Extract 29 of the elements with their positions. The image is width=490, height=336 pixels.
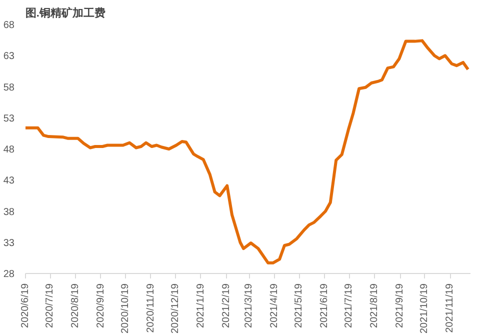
y-tick-label: 48 <box>3 144 15 156</box>
x-tick-label: 2020/9/19 <box>95 283 106 328</box>
y-tick-label: 43 <box>3 176 15 187</box>
x-tick-label: 2021/5/19 <box>294 283 305 328</box>
x-tick-label: 2021/7/19 <box>344 283 355 328</box>
line-series <box>26 39 470 264</box>
x-tick-label: 2021/2/19 <box>220 283 232 328</box>
y-tick-label: 28 <box>3 269 15 280</box>
y-tick-label: 33 <box>3 238 15 249</box>
chart-title: 图.铜精矿加工费 <box>26 6 106 20</box>
x-tick-label: 2020/8/19 <box>70 283 81 328</box>
x-tick-label: 2021/6/19 <box>319 283 330 328</box>
x-tick-label: 2021/8/19 <box>369 283 380 328</box>
x-tick-label: 2020/10/19 <box>120 283 131 334</box>
x-tick-label: 2021/1/19 <box>195 283 206 328</box>
x-tick-label: 2020/6/19 <box>20 283 31 328</box>
x-tick-label: 2021/3/19 <box>244 283 255 328</box>
y-tick-label: 68 <box>3 20 15 31</box>
x-tick-label: 2021/11/19 <box>444 283 456 333</box>
y-tick-label: 53 <box>3 113 15 124</box>
y-tick-label: 63 <box>3 51 15 62</box>
x-tick-label: 2020/7/19 <box>44 283 56 328</box>
x-tick-label: 2021/4/19 <box>269 283 280 328</box>
x-tick-label: 2021/10/19 <box>419 283 430 334</box>
y-tick-label: 58 <box>3 82 15 94</box>
x-tick-label: 2020/12/19 <box>170 283 181 334</box>
y-tick-label: 38 <box>3 206 15 218</box>
x-tick-label: 2021/9/19 <box>394 283 406 328</box>
x-tick-label: 2020/11/19 <box>145 283 156 333</box>
